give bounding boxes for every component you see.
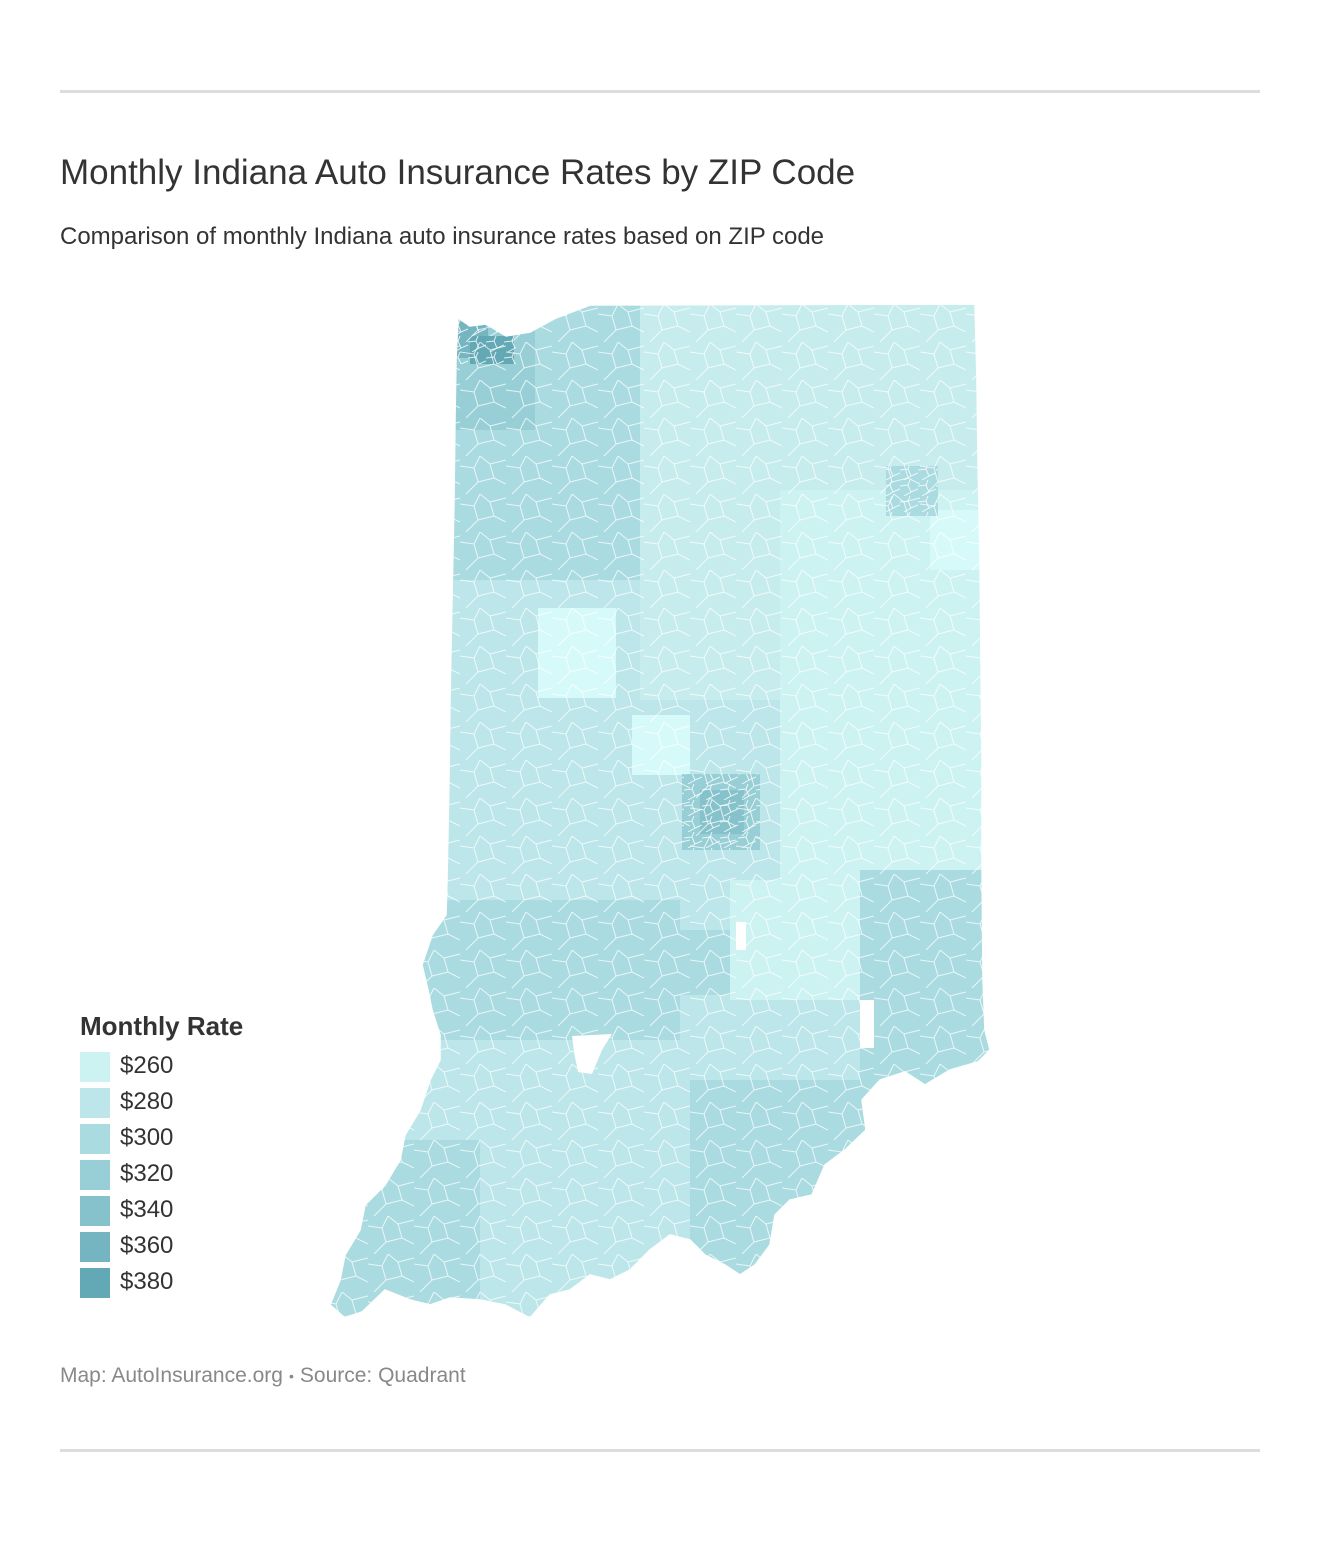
- legend-item: $300: [80, 1122, 340, 1158]
- legend-label: $360: [120, 1232, 174, 1259]
- no-data-area: [860, 1000, 874, 1048]
- footer-credits: Map: AutoInsurance.org • Source: Quadrant: [60, 1364, 466, 1388]
- legend-item: $320: [80, 1158, 340, 1194]
- bottom-divider: [60, 1449, 1260, 1452]
- legend-swatch: [80, 1124, 110, 1154]
- legend-label: $340: [120, 1196, 174, 1223]
- legend-swatch: [80, 1160, 110, 1190]
- legend-swatch: [80, 1088, 110, 1118]
- legend: Monthly Rate $260 $280 $300 $320 $340 $3…: [80, 1008, 340, 1302]
- legend-label: $320: [120, 1160, 174, 1187]
- map-credit: Map: AutoInsurance.org: [60, 1364, 283, 1387]
- legend-label: $260: [120, 1052, 174, 1079]
- legend-label: $380: [120, 1268, 174, 1295]
- map-subtitle: Comparison of monthly Indiana auto insur…: [60, 223, 825, 250]
- legend-item: $280: [80, 1086, 340, 1122]
- zip-boundaries-indianapolis: [682, 774, 760, 850]
- legend-label: $300: [120, 1124, 174, 1151]
- legend-swatch: [80, 1196, 110, 1226]
- state-outline: [329, 303, 991, 1319]
- legend-swatch: [80, 1232, 110, 1262]
- legend-swatch: [80, 1268, 110, 1298]
- no-data-area: [572, 1034, 612, 1074]
- zip-boundaries-fort-wayne: [886, 466, 938, 516]
- separator-dot: •: [288, 1368, 294, 1385]
- legend-item: $360: [80, 1230, 340, 1266]
- legend-title: Monthly Rate: [80, 1011, 244, 1041]
- top-divider: [60, 90, 1260, 93]
- legend-item: $380: [80, 1266, 340, 1302]
- source-credit: Source: Quadrant: [299, 1364, 466, 1387]
- zip-boundaries: [330, 304, 990, 1318]
- no-data-area: [736, 922, 746, 950]
- map-title: Monthly Indiana Auto Insurance Rates by …: [60, 153, 856, 192]
- zip-boundaries-gary: [456, 318, 516, 364]
- legend-item: $260: [80, 1050, 340, 1086]
- legend-item: $340: [80, 1194, 340, 1230]
- legend-swatch: [80, 1052, 110, 1082]
- zip-regions: [330, 304, 990, 1318]
- legend-label: $280: [120, 1088, 174, 1115]
